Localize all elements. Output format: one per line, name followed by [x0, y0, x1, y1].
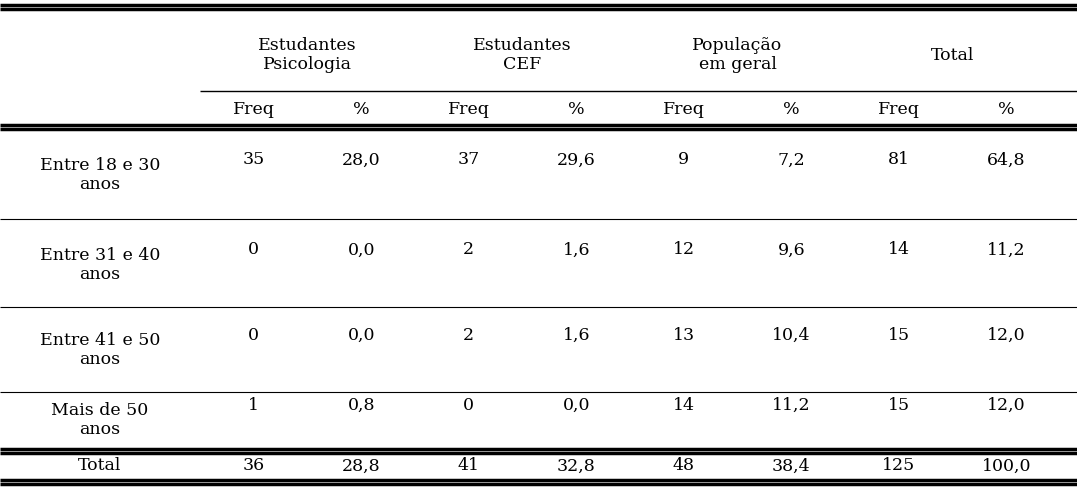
Text: 14: 14: [887, 241, 910, 258]
Text: 0,8: 0,8: [348, 396, 375, 413]
Text: 0: 0: [249, 326, 260, 343]
Text: 29,6: 29,6: [557, 151, 596, 168]
Text: População
em geral: População em geral: [693, 37, 783, 73]
Text: Total: Total: [931, 46, 975, 63]
Text: 0,0: 0,0: [348, 241, 375, 258]
Text: 1: 1: [249, 396, 260, 413]
Text: 1,6: 1,6: [562, 326, 590, 343]
Text: %: %: [783, 102, 799, 118]
Text: 13: 13: [673, 326, 695, 343]
Text: Estudantes
CEF: Estudantes CEF: [473, 37, 572, 73]
Text: %: %: [353, 102, 369, 118]
Text: 1,6: 1,6: [562, 241, 590, 258]
Text: 37: 37: [458, 151, 480, 168]
Text: 9,6: 9,6: [778, 241, 806, 258]
Text: Total: Total: [79, 457, 122, 473]
Text: 100,0: 100,0: [981, 457, 1031, 473]
Text: 35: 35: [242, 151, 265, 168]
Text: 10,4: 10,4: [772, 326, 811, 343]
Text: 11,2: 11,2: [987, 241, 1025, 258]
Text: Entre 18 e 30
anos: Entre 18 e 30 anos: [40, 156, 160, 193]
Text: 28,0: 28,0: [341, 151, 380, 168]
Text: 2: 2: [463, 326, 474, 343]
Text: 0: 0: [463, 396, 474, 413]
Text: 12: 12: [673, 241, 695, 258]
Text: Freq: Freq: [448, 102, 490, 118]
Text: 12,0: 12,0: [987, 396, 1025, 413]
Text: 36: 36: [242, 457, 265, 473]
Text: Entre 41 e 50
anos: Entre 41 e 50 anos: [40, 331, 160, 367]
Text: 15: 15: [887, 326, 910, 343]
Text: Freq: Freq: [878, 102, 920, 118]
Text: 15: 15: [887, 396, 910, 413]
Text: %: %: [568, 102, 585, 118]
Text: 32,8: 32,8: [557, 457, 596, 473]
Text: Freq: Freq: [233, 102, 275, 118]
Text: 38,4: 38,4: [772, 457, 811, 473]
Text: 0,0: 0,0: [348, 326, 375, 343]
Text: 7,2: 7,2: [778, 151, 806, 168]
Text: 0,0: 0,0: [562, 396, 590, 413]
Text: 14: 14: [673, 396, 695, 413]
Text: Mais de 50
anos: Mais de 50 anos: [52, 401, 149, 437]
Text: 64,8: 64,8: [987, 151, 1025, 168]
Text: 12,0: 12,0: [987, 326, 1025, 343]
Text: 0: 0: [249, 241, 260, 258]
Text: Entre 31 e 40
anos: Entre 31 e 40 anos: [40, 246, 160, 283]
Text: Estudantes
Psicologia: Estudantes Psicologia: [258, 37, 356, 73]
Text: Freq: Freq: [662, 102, 704, 118]
Text: 9: 9: [679, 151, 689, 168]
Text: 125: 125: [882, 457, 915, 473]
Text: 2: 2: [463, 241, 474, 258]
Text: 41: 41: [458, 457, 479, 473]
Text: 11,2: 11,2: [772, 396, 811, 413]
Text: 28,8: 28,8: [341, 457, 380, 473]
Text: %: %: [998, 102, 1015, 118]
Text: 48: 48: [673, 457, 695, 473]
Text: 81: 81: [887, 151, 910, 168]
